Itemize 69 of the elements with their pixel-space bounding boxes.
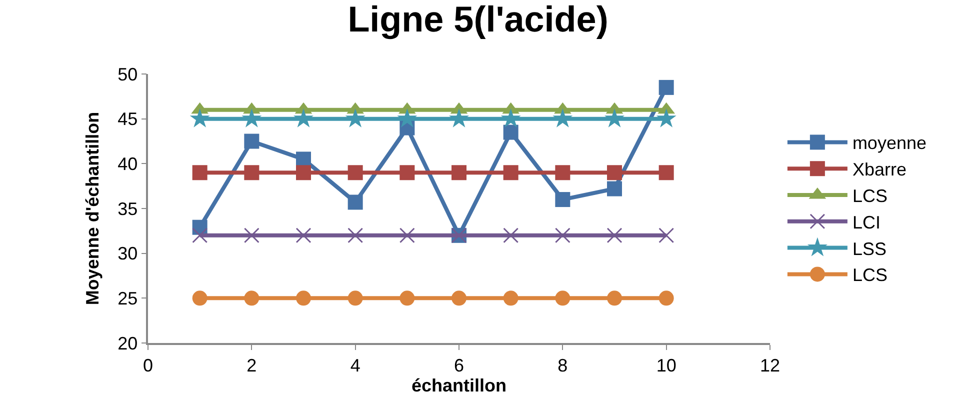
- point: [348, 165, 363, 180]
- point: [192, 228, 208, 244]
- point: [452, 165, 466, 180]
- point: [658, 228, 674, 244]
- point: [244, 165, 260, 180]
- y-axis-title: Moyenne d'échantillon: [82, 112, 102, 306]
- y-tick-label: 40: [118, 154, 138, 174]
- y-tick-label: 45: [118, 109, 138, 130]
- point: [348, 228, 364, 244]
- legend-label: LSS: [852, 238, 886, 259]
- point: [348, 194, 363, 210]
- y-tick-label: 20: [118, 333, 138, 354]
- point: [244, 290, 260, 306]
- point: [449, 108, 469, 128]
- legend-label: Xbarre: [852, 160, 906, 180]
- point: [345, 108, 366, 128]
- point: [656, 108, 676, 128]
- point: [555, 290, 570, 306]
- point: [552, 108, 573, 128]
- point: [503, 290, 518, 306]
- point: [244, 228, 260, 244]
- point: [400, 165, 415, 180]
- point: [400, 290, 415, 306]
- chart-title: Ligne 5(l'acide): [348, 0, 608, 40]
- y-tick-label: 30: [118, 244, 138, 264]
- point: [555, 192, 570, 208]
- point: [397, 108, 418, 128]
- point: [658, 80, 674, 95]
- point: [554, 228, 570, 244]
- x-tick-label: 4: [350, 355, 360, 376]
- point: [500, 108, 521, 128]
- point: [244, 134, 260, 149]
- legend-label: LCS: [852, 265, 888, 286]
- point: [192, 165, 208, 180]
- point: [658, 165, 674, 180]
- point: [296, 228, 312, 244]
- x-tick-label: 6: [454, 355, 464, 376]
- point: [242, 108, 262, 128]
- x-tick-label: 0: [142, 355, 154, 376]
- point: [192, 290, 208, 306]
- point: [296, 165, 311, 180]
- x-axis-title: échantillon: [411, 375, 507, 396]
- legend-label: LCS: [852, 186, 888, 206]
- point: [503, 124, 518, 140]
- x-tick-label: 8: [558, 355, 568, 376]
- x-tick-label: 10: [656, 355, 676, 376]
- point: [503, 228, 519, 244]
- point: [399, 228, 415, 244]
- point: [658, 290, 674, 306]
- point: [296, 290, 311, 306]
- point: [607, 290, 622, 306]
- point: [190, 108, 210, 128]
- y-tick-label: 50: [118, 64, 138, 84]
- point: [604, 108, 624, 128]
- legend-label: LCI: [852, 212, 880, 232]
- point: [606, 228, 622, 244]
- point: [452, 290, 466, 306]
- point: [607, 165, 622, 180]
- x-tick-label: 12: [760, 355, 780, 376]
- point: [503, 165, 518, 180]
- point: [294, 108, 314, 128]
- point: [348, 290, 363, 306]
- point: [296, 152, 311, 167]
- point: [607, 181, 622, 196]
- y-tick-label: 35: [118, 198, 138, 219]
- y-tick-label: 25: [118, 288, 138, 308]
- legend-label: moyenne: [852, 133, 927, 154]
- x-tick-label: 2: [246, 355, 257, 376]
- point: [555, 165, 570, 180]
